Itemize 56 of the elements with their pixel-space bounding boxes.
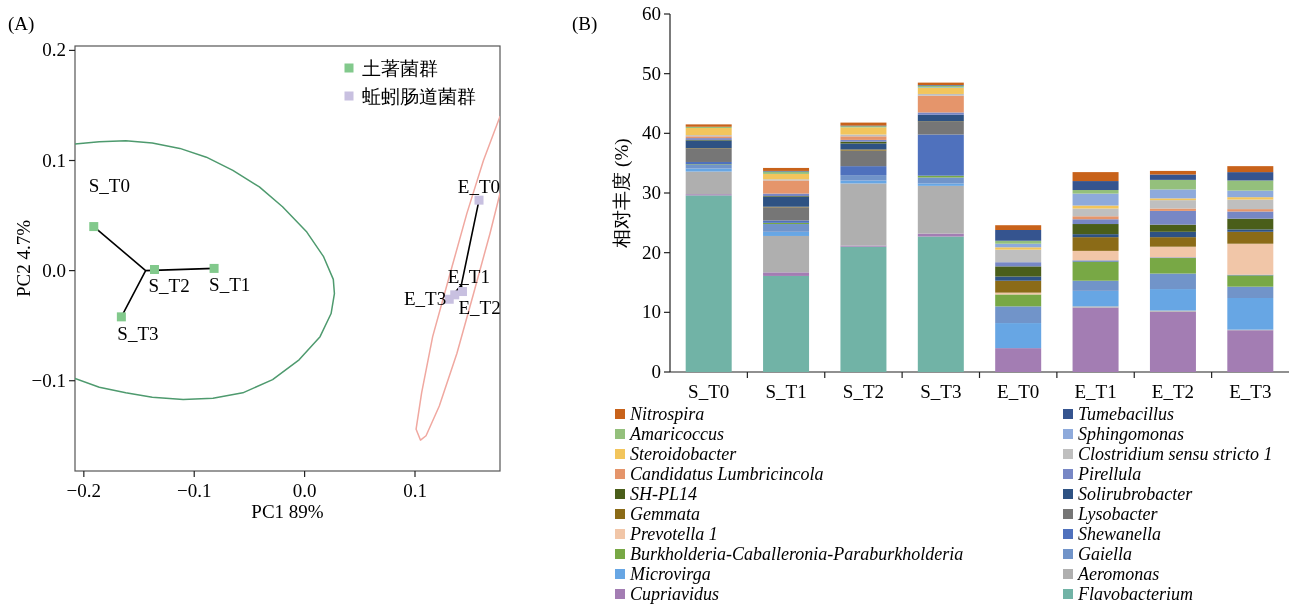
legend-label: Microvirga	[629, 564, 711, 584]
text: (B)	[572, 13, 598, 35]
x-tick-label: E_T0	[997, 381, 1040, 402]
y-tick-label: 0	[651, 361, 661, 382]
y-tick-label: 30	[642, 182, 661, 203]
legend-label: Gaiella	[1078, 544, 1132, 564]
legend-label: Candidatus Lumbricincola	[630, 464, 824, 484]
x-tick-label: S_T3	[920, 381, 962, 402]
y-axis-title: PC2 4.7%	[13, 219, 34, 298]
annotation: S_T1	[209, 274, 251, 296]
y-tick-label: 10	[642, 301, 661, 323]
y-axis-title: 相对丰度 (%)	[611, 138, 633, 248]
legend-label: Pirellula	[1077, 464, 1142, 484]
y-tick-label: 40	[642, 122, 661, 144]
y-tick-label: 20	[642, 241, 661, 263]
y-tick-label: 0.0	[42, 259, 66, 281]
legend-label: Lysobacter	[1077, 504, 1159, 524]
legend-label: Cupriavidus	[630, 584, 720, 604]
legend-label: Sphingomonas	[1078, 424, 1185, 444]
legend-label: Tumebacillus	[1078, 404, 1175, 424]
legend-label: Solirubrobacter	[1078, 484, 1194, 504]
legend-label: Prevotella 1	[629, 524, 718, 544]
y-tick-label: 0.2	[42, 39, 66, 61]
text: (A)	[8, 13, 35, 35]
legend-label: Steroidobacter	[630, 444, 738, 464]
y-tick-label: 50	[642, 62, 661, 84]
y-tick-label: 60	[642, 3, 661, 24]
x-tick-label: E_T1	[1074, 381, 1117, 402]
legend-label: SH-PL14	[630, 484, 697, 504]
x-tick-label: S_T1	[765, 381, 807, 402]
legend-label: Flavobacterium	[1077, 584, 1193, 604]
x-tick-label: 0.0	[292, 480, 317, 501]
x-tick-label: S_T0	[688, 381, 730, 402]
annotation: E_T0	[457, 176, 501, 198]
x-tick-label: 0.1	[403, 480, 427, 501]
legend-label: 土著菌群	[362, 58, 438, 79]
annotation: S_T2	[148, 274, 190, 296]
x-tick-label: E_T2	[1151, 381, 1195, 402]
x-tick-label: S_T2	[842, 381, 885, 402]
legend-label: Nitrospira	[629, 404, 705, 424]
legend-label: Clostridium sensu stricto 1	[1078, 444, 1273, 464]
annotation: S_T3	[117, 322, 159, 344]
x-tick-label: −0.2	[66, 480, 102, 501]
annotation: S_T0	[88, 174, 130, 196]
legend-label: Shewanella	[1078, 524, 1161, 544]
legend-label: Amaricoccus	[629, 424, 724, 444]
x-axis-title: PC1 89%	[251, 501, 324, 522]
legend-label: 蚯蚓肠道菌群	[362, 86, 476, 107]
annotation: E_T2	[458, 296, 501, 318]
x-tick-label: −0.1	[176, 480, 212, 501]
legend-label: Gemmata	[630, 504, 700, 524]
y-tick-label: 0.1	[42, 149, 66, 171]
x-tick-label: E_T3	[1229, 381, 1272, 402]
annotation: E_T3	[404, 288, 447, 310]
legend-label: Aeromonas	[1077, 564, 1160, 584]
legend-label: Burkholderia-Caballeronia-Paraburkholderia	[630, 544, 964, 564]
